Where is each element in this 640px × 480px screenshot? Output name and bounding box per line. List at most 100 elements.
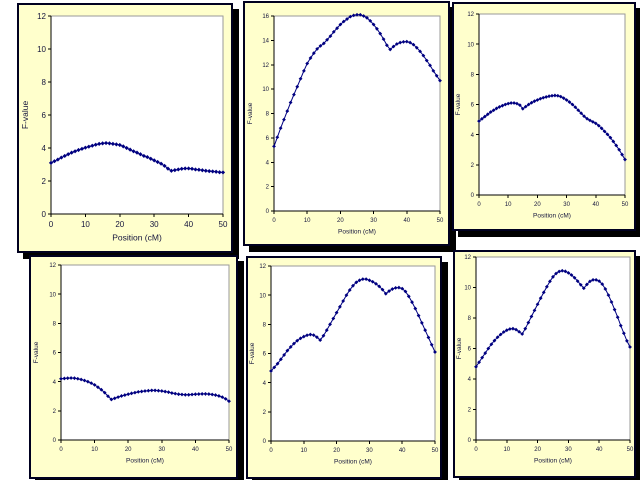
data-point-marker: [315, 335, 319, 340]
data-point-marker: [512, 101, 516, 105]
data-point-marker: [311, 51, 316, 56]
x-tick-label: 0: [477, 202, 481, 208]
data-point-marker: [526, 102, 531, 107]
data-point-marker: [509, 101, 514, 105]
data-point-marker: [623, 157, 627, 162]
data-point-marker: [129, 391, 134, 396]
data-point-marker: [106, 394, 110, 399]
data-point-marker: [367, 278, 372, 283]
data-point-marker: [489, 342, 494, 347]
data-point-marker: [227, 399, 231, 404]
data-point-marker: [605, 132, 610, 137]
data-point-marker: [341, 19, 346, 24]
data-point-marker: [609, 300, 614, 304]
x-tick-label: 30: [370, 218, 377, 224]
data-point-marker: [341, 299, 346, 303]
data-point-marker: [133, 390, 137, 395]
data-point-marker: [431, 68, 436, 73]
data-point-marker: [69, 150, 74, 155]
x-tick-label: 20: [115, 220, 124, 229]
x-axis-title: Position (cM): [533, 213, 571, 220]
data-point-marker: [96, 385, 100, 390]
data-point-marker: [308, 56, 313, 60]
data-point-marker: [213, 393, 218, 397]
x-tick-label: 10: [300, 448, 307, 454]
data-point-marker: [523, 104, 528, 109]
data-point-marker: [358, 12, 363, 17]
data-point-marker: [507, 327, 512, 331]
data-point-marker: [337, 304, 342, 309]
y-axis-title: F-value: [247, 102, 254, 124]
data-point-marker: [520, 106, 525, 111]
data-point-marker: [217, 394, 221, 398]
data-point-marker: [121, 144, 126, 149]
chart-bottom-left-svg: 0 2 4 6 8 10 12 0 10 20 30 40 50 F-value Position (cM): [33, 263, 233, 465]
chart-top-right-svg: 0 2 4 6 8 10 12 0 10 20 30 40 50 F-value Position (cM): [455, 12, 629, 220]
data-point-marker: [220, 170, 226, 175]
data-point-marker: [588, 118, 592, 123]
data-point-marker: [331, 316, 336, 321]
data-point-marker: [400, 286, 405, 291]
data-point-marker: [418, 49, 422, 54]
data-point-marker: [383, 291, 388, 296]
data-point-marker: [72, 376, 77, 381]
data-point-marker: [498, 332, 503, 337]
x-axis-title: Position (cM): [534, 458, 572, 465]
data-point-marker: [554, 271, 558, 276]
data-point-marker: [62, 153, 67, 159]
data-point-marker: [504, 328, 509, 333]
data-point-marker: [419, 320, 424, 325]
data-point-marker: [566, 270, 571, 275]
data-point-marker: [103, 140, 109, 146]
data-point-marker: [561, 96, 566, 101]
data-point-marker: [563, 269, 568, 274]
data-point-marker: [165, 166, 171, 171]
data-point-marker: [538, 96, 543, 101]
y-axis-title: F-value: [455, 93, 462, 115]
data-point-marker: [401, 39, 406, 44]
data-point-marker: [434, 73, 439, 78]
data-point-marker: [76, 147, 81, 153]
data-point-marker: [523, 326, 528, 331]
data-point-marker: [388, 47, 393, 52]
data-point-marker: [99, 387, 104, 392]
data-point-marker: [334, 310, 339, 315]
data-point-marker: [305, 333, 309, 338]
y-tick-label: 2: [53, 409, 57, 415]
data-point-marker: [514, 327, 518, 332]
data-point-marker: [200, 392, 205, 396]
data-point-marker: [217, 170, 222, 175]
y-tick-label: 4: [53, 380, 57, 386]
data-point-marker: [520, 332, 525, 336]
x-tick-label: 50: [627, 447, 634, 453]
data-point-marker: [102, 390, 107, 395]
data-point-marker: [501, 330, 506, 334]
x-tick-label: 40: [192, 447, 199, 453]
y-tick-label: 0: [42, 210, 47, 219]
y-tick-label: 14: [262, 38, 269, 44]
data-point-marker: [410, 300, 414, 305]
y-tick-label: 4: [42, 144, 47, 153]
x-tick-label: 20: [333, 448, 340, 454]
data-point-marker: [482, 114, 487, 119]
y-tick-label: 12: [49, 263, 56, 269]
data-point-marker: [532, 99, 537, 104]
x-axis-title: Position (cM): [126, 458, 164, 465]
x-tick-label: 30: [563, 202, 570, 208]
data-point-marker: [141, 153, 146, 159]
x-tick-label: 30: [565, 447, 572, 453]
data-point-marker: [318, 43, 323, 48]
y-tick-label: 0: [263, 439, 267, 445]
data-point-marker: [155, 159, 160, 165]
data-point-marker: [183, 166, 188, 171]
plot-area: [50, 15, 224, 215]
data-point-marker: [403, 289, 408, 294]
y-tick-label: 6: [468, 347, 472, 353]
data-point-marker: [360, 277, 365, 282]
data-point-marker: [305, 61, 310, 66]
y-tick-label: 12: [464, 255, 471, 261]
y-axis-title: F-value: [33, 341, 40, 363]
data-point-marker: [500, 103, 505, 108]
chart-panel-top-middle: 0 2 4 6 8 10 12 14 16 0 10 20 30 40 50 F-value Position …: [243, 1, 450, 246]
data-point-marker: [506, 101, 511, 106]
